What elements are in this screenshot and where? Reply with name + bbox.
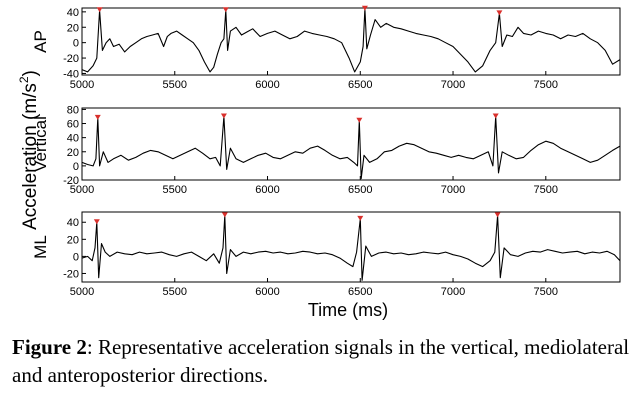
y-tick-label: 80 xyxy=(67,104,79,116)
peak-marker xyxy=(492,113,499,119)
acceleration-figure: 5000 5500 6000 6500 7000 750040200-20-40AP500… xyxy=(17,5,621,320)
peak-marker xyxy=(220,113,227,119)
peak-marker xyxy=(94,114,101,120)
y-tick-label: 60 xyxy=(67,119,79,131)
x-tick-label: 7000 xyxy=(441,184,465,196)
x-tick-label: 6000 xyxy=(255,79,279,91)
caption-label: Figure 2 xyxy=(12,335,87,359)
x-tick-label: 6500 xyxy=(348,184,372,196)
peak-marker xyxy=(96,7,103,13)
x-tick-label: 6000 xyxy=(255,184,279,196)
y-axis-common-label: Acceleration (m/s2) xyxy=(17,70,41,230)
y-tick-label: 20 xyxy=(67,22,79,34)
y-tick-label: 20 xyxy=(67,234,79,246)
plot-frame xyxy=(81,107,621,181)
x-tick-label: 6500 xyxy=(348,79,372,91)
peak-marker xyxy=(361,5,368,11)
x-tick-label: 5500 xyxy=(163,286,187,298)
chart-panel-2: 5000 5500 6000 6500 7000 7500 80 60 40 20 0 -20 Vert… xyxy=(31,104,621,196)
signal-line xyxy=(81,214,621,281)
y-tick-label: 0 xyxy=(73,161,79,173)
x-tick-label: 6000 xyxy=(255,286,279,298)
y-tick-label: 0 xyxy=(73,251,79,263)
y-tick-label: 40 xyxy=(67,133,79,145)
y-tick-label: 40 xyxy=(67,217,79,229)
panel-ylabel: Vertical xyxy=(31,116,50,172)
x-tick-label: 7000 xyxy=(441,79,465,91)
x-tick-label: 6500 xyxy=(348,286,372,298)
peak-marker xyxy=(222,7,229,13)
x-tick-label: 7000 xyxy=(441,286,465,298)
x-tick-label: 7500 xyxy=(534,79,558,91)
x-tick-label: 7500 xyxy=(534,184,558,196)
panel-ylabel: ML xyxy=(31,235,50,259)
x-tick-label: 5000 xyxy=(70,79,94,91)
chart-panel-3: 5000 5500 6000 6500 7000 7500 40 20 0 -20 ML xyxy=(31,211,621,298)
signal-line xyxy=(81,8,621,73)
figure-caption: Figure 2: Representative acceleration si… xyxy=(12,333,638,389)
x-tick-label: 5000 xyxy=(70,184,94,196)
y-tick-label: -20 xyxy=(63,53,79,65)
peak-marker xyxy=(221,212,228,218)
x-axis-label: Time (ms) xyxy=(308,300,388,320)
plot-frame xyxy=(81,211,621,283)
y-tick-label: 0 xyxy=(73,38,79,50)
peak-marker xyxy=(93,219,100,225)
caption-text: : Representative acceleration signals in… xyxy=(12,335,630,387)
peak-marker xyxy=(357,215,364,221)
y-tick-label: -20 xyxy=(63,268,79,280)
y-tick-label: 40 xyxy=(67,7,79,19)
panel-ylabel: AP xyxy=(31,30,50,53)
peak-marker xyxy=(356,117,363,123)
x-tick-label: 5500 xyxy=(163,184,187,196)
peak-marker xyxy=(496,10,503,16)
y-tick-label: -40 xyxy=(63,68,79,80)
x-tick-label: 5000 xyxy=(70,286,94,298)
signal-line xyxy=(81,115,621,180)
y-tick-label: -20 xyxy=(63,175,79,187)
peak-marker xyxy=(494,212,501,218)
x-tick-label: 7500 xyxy=(534,286,558,298)
chart-panel-1: 5000 5500 6000 6500 7000 7500 40 20 0 -20 -40 AP xyxy=(31,5,621,91)
plot-frame xyxy=(81,7,621,76)
x-tick-label: 5500 xyxy=(163,79,187,91)
y-tick-label: 20 xyxy=(67,147,79,159)
